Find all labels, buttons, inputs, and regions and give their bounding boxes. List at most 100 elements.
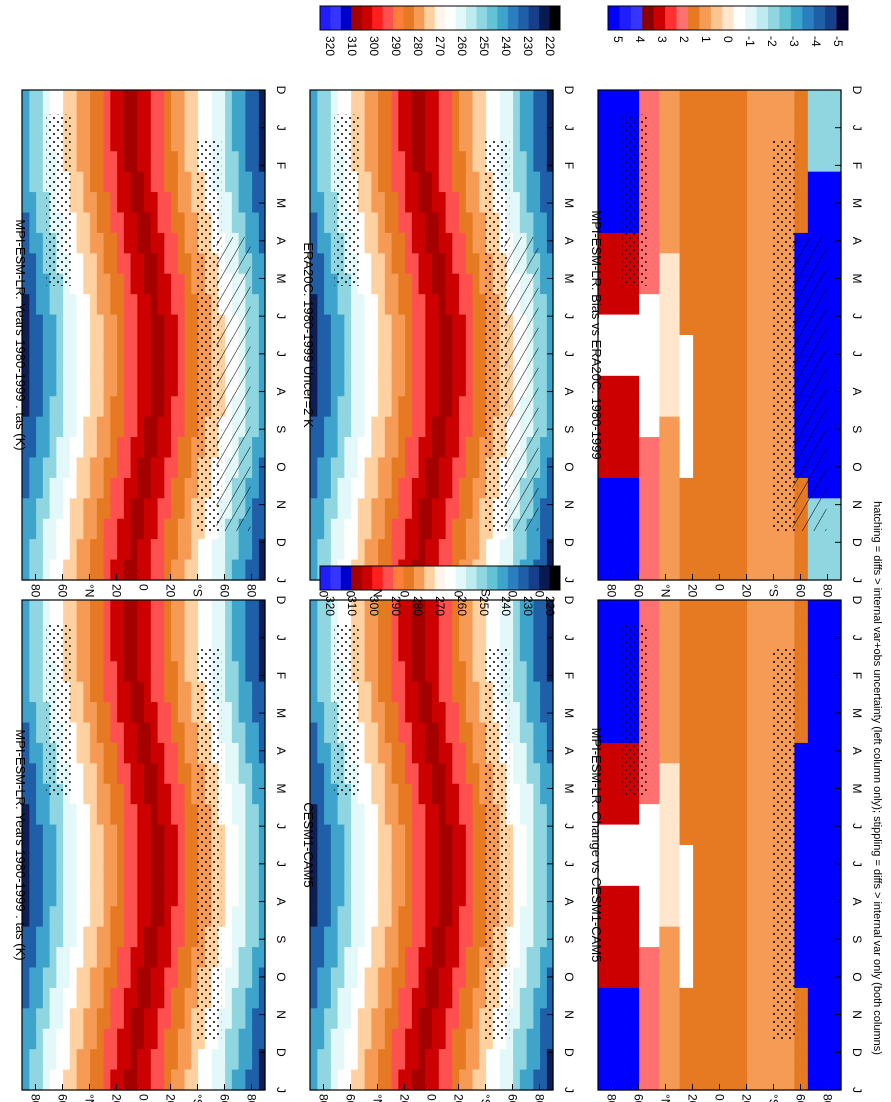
heatmap-cell	[472, 763, 480, 785]
heatmap-cell	[28, 110, 37, 132]
heatmap-cell	[712, 783, 721, 805]
heatmap-cell	[350, 355, 358, 377]
heatmap-cell	[512, 763, 520, 785]
heatmap-cell	[177, 90, 185, 112]
heatmap-cell	[350, 437, 358, 459]
x-tick-label: A	[274, 237, 288, 245]
heatmap-cell	[598, 620, 606, 642]
heatmap-cell	[163, 90, 172, 112]
heatmap-cell	[424, 600, 433, 622]
heatmap-cell	[645, 90, 653, 112]
heatmap-cell	[357, 824, 365, 846]
heatmap-cell	[184, 640, 192, 662]
heatmap-cell	[330, 355, 338, 377]
heatmap-cell	[397, 192, 406, 214]
heatmap-cell	[89, 885, 97, 907]
heatmap-cell	[109, 763, 118, 785]
heatmap-cell	[116, 151, 124, 173]
heatmap-cell	[364, 539, 372, 561]
heatmap-cell	[526, 1069, 534, 1091]
heatmap-cell	[89, 477, 97, 499]
heatmap-cell	[96, 110, 104, 132]
heatmap-cell	[397, 518, 406, 540]
heatmap-cell	[22, 90, 30, 112]
heatmap-cell	[350, 375, 358, 397]
heatmap-cell	[458, 947, 466, 969]
x-tick-label: O	[850, 462, 864, 471]
heatmap-cell	[397, 926, 406, 948]
heatmap-cell	[62, 539, 70, 561]
heatmap-cell	[89, 906, 97, 928]
heatmap-cell	[323, 681, 331, 703]
heatmap-cell	[814, 661, 822, 683]
heatmap-cell	[22, 763, 30, 785]
heatmap-cell	[546, 437, 554, 459]
heatmap-cell	[69, 947, 77, 969]
heatmap-cell	[22, 742, 30, 764]
heatmap-cell	[424, 192, 433, 214]
heatmap-cell	[22, 294, 30, 316]
heatmap-cell	[733, 640, 741, 662]
heatmap-cell	[190, 1049, 199, 1071]
heatmap-cell	[231, 1028, 239, 1050]
heatmap-cell	[652, 396, 660, 418]
heatmap-cell	[343, 1069, 352, 1091]
heatmap-cell	[190, 1069, 199, 1091]
heatmap-cell	[539, 742, 547, 764]
heatmap-cell	[170, 559, 178, 581]
heatmap-cell	[343, 987, 352, 1009]
heatmap-cell	[685, 539, 694, 561]
heatmap-cell	[719, 171, 727, 193]
heatmap-cell	[512, 1049, 520, 1071]
heatmap-cell	[665, 457, 673, 479]
heatmap-cell	[42, 437, 50, 459]
heatmap-cell	[251, 212, 259, 234]
heatmap-cell	[719, 640, 727, 662]
heatmap-cell	[539, 987, 547, 1009]
heatmap-cell	[116, 498, 124, 520]
heatmap-cell	[685, 151, 694, 173]
heatmap-cell	[384, 824, 392, 846]
heatmap-cell	[42, 967, 50, 989]
heatmap-cell	[316, 967, 325, 989]
panel-tas-model-top: MPI-ESM-LR: Years 1980-1999 : tas (K)80 6…	[13, 86, 288, 598]
heatmap-cell	[397, 294, 406, 316]
heatmap-cell	[377, 294, 385, 316]
heatmap-cell	[424, 518, 433, 540]
heatmap-cell	[103, 539, 111, 561]
heatmap-cell	[62, 865, 70, 887]
heatmap-cell	[658, 539, 667, 561]
heatmap-cell	[310, 947, 318, 969]
heatmap-cell	[316, 273, 325, 295]
heatmap-cell	[377, 171, 385, 193]
heatmap-cell	[28, 171, 37, 193]
heatmap-cell	[231, 967, 239, 989]
heatmap-cell	[170, 232, 178, 254]
heatmap-cell	[310, 539, 318, 561]
heatmap-cell	[28, 783, 37, 805]
heatmap-cell	[699, 457, 707, 479]
heatmap-cell	[177, 661, 185, 683]
heatmap-cell	[766, 212, 775, 234]
heatmap-cell	[472, 865, 480, 887]
heatmap-cell	[177, 865, 185, 887]
heatmap-cell	[96, 232, 104, 254]
heatmap-cell	[22, 375, 30, 397]
heatmap-cell	[760, 192, 768, 214]
heatmap-cell	[699, 600, 707, 622]
heatmap-cell	[800, 742, 808, 764]
heatmap-cell	[103, 987, 111, 1009]
heatmap-cell	[316, 396, 325, 418]
heatmap-cell	[96, 763, 104, 785]
heatmap-cell	[231, 192, 239, 214]
heatmap-cell	[478, 1028, 487, 1050]
heatmap-cell	[69, 702, 77, 724]
heatmap-cell	[519, 865, 527, 887]
heatmap-cell	[103, 477, 111, 499]
heatmap-cell	[364, 783, 372, 805]
heatmap-cell	[217, 824, 226, 846]
heatmap-cell	[539, 232, 547, 254]
heatmap-cell	[310, 620, 318, 642]
heatmap-cell	[726, 722, 734, 744]
heatmap-cell	[69, 620, 77, 642]
